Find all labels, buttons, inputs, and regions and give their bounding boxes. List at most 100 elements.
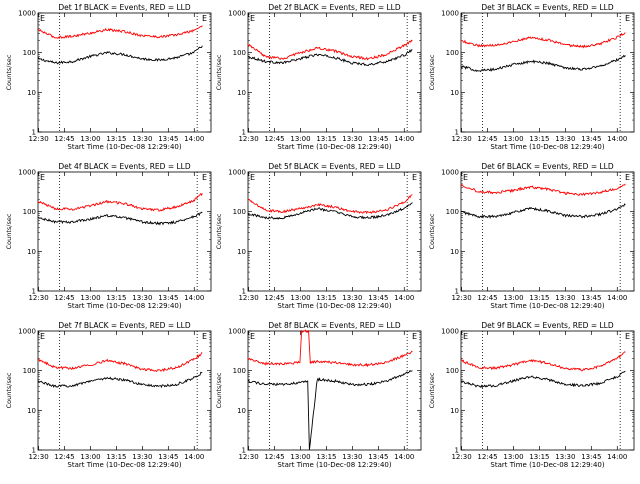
y-tick-label: 1: [242, 129, 246, 137]
series-line-events: [460, 371, 626, 389]
series-line-events: [247, 369, 413, 450]
y-axis-label: Counts/sec: [5, 54, 13, 90]
plot-frame: [460, 12, 635, 133]
x-tick-label: 13:15: [106, 453, 126, 461]
y-tick-label: 1000: [441, 328, 459, 336]
x-tick-label: 13:30: [342, 294, 362, 302]
panel-title: Det 9f BLACK = Events, RED = LLD: [481, 321, 614, 330]
corner-marker: E: [250, 332, 255, 341]
corner-marker: E: [202, 173, 207, 182]
series-line-lld: [460, 351, 626, 372]
x-axis-label: Start Time (10-Dec-08 12:29:40): [490, 461, 604, 469]
y-tick-label: 100: [23, 367, 36, 375]
x-tick-label: 13:45: [581, 135, 601, 143]
series-line-events: [460, 203, 626, 219]
corner-marker: E: [625, 14, 630, 23]
x-tick-label: 13:00: [80, 453, 100, 461]
plot-frame: [247, 12, 422, 133]
x-tick-label: 13:45: [158, 135, 178, 143]
x-tick-label: 13:15: [529, 453, 549, 461]
plot-frame: [247, 330, 422, 451]
corner-marker: E: [463, 332, 468, 341]
y-tick-label: 1000: [18, 10, 36, 18]
series-line-events: [37, 371, 203, 389]
y-tick-label: 10: [27, 407, 36, 415]
y-tick-label: 1: [242, 288, 246, 296]
panel-title: Det 3f BLACK = Events, RED = LLD: [481, 3, 614, 12]
series-line-lld: [37, 352, 203, 373]
x-tick-label: 13:30: [555, 135, 575, 143]
x-axis-label: Start Time (10-Dec-08 12:29:40): [67, 302, 181, 310]
x-tick-label: 12:30: [451, 135, 471, 143]
plot-frame: [460, 171, 635, 292]
panel-title: Det 8f BLACK = Events, RED = LLD: [268, 321, 401, 330]
x-tick-label: 13:30: [342, 453, 362, 461]
x-tick-label: 13:00: [503, 135, 523, 143]
series-line-lld: [460, 183, 626, 197]
y-axis-label: Counts/sec: [215, 213, 223, 249]
x-axis-label: Start Time (10-Dec-08 12:29:40): [277, 461, 391, 469]
plot-frame: [37, 12, 212, 133]
panel-3: Det 3f BLACK = Events, RED = LLD E E 1 10 100…: [428, 3, 635, 151]
x-tick-label: 13:00: [290, 294, 310, 302]
y-tick-label: 10: [27, 248, 36, 256]
x-tick-label: 12:45: [264, 294, 284, 302]
plot-frame: [37, 171, 212, 292]
x-tick-label: 13:00: [80, 294, 100, 302]
corner-marker: E: [250, 173, 255, 182]
y-axis-label: Counts/sec: [215, 54, 223, 90]
series-line-lld: [460, 32, 626, 49]
y-tick-label: 10: [450, 248, 459, 256]
x-tick-label: 12:30: [28, 294, 48, 302]
x-tick-label: 13:00: [290, 453, 310, 461]
y-tick-label: 1000: [18, 328, 36, 336]
x-tick-label: 13:15: [316, 135, 336, 143]
x-tick-label: 13:45: [368, 135, 388, 143]
series-line-lld: [247, 194, 413, 215]
y-axis-label: Counts/sec: [428, 213, 436, 249]
x-tick-label: 13:45: [368, 294, 388, 302]
y-tick-label: 100: [233, 208, 246, 216]
y-axis-label: Counts/sec: [428, 372, 436, 408]
x-tick-label: 13:30: [132, 135, 152, 143]
corner-marker: E: [40, 14, 45, 23]
y-tick-label: 10: [237, 407, 246, 415]
corner-marker: E: [40, 332, 45, 341]
x-tick-label: 14:00: [607, 294, 627, 302]
x-tick-label: 13:45: [158, 294, 178, 302]
y-tick-label: 1: [32, 129, 36, 137]
x-axis-label: Start Time (10-Dec-08 12:29:40): [490, 302, 604, 310]
x-tick-label: 13:15: [529, 135, 549, 143]
x-tick-label: 12:30: [28, 453, 48, 461]
panel-2: Det 2f BLACK = Events, RED = LLD E E 1 10 100…: [215, 3, 422, 151]
x-tick-label: 13:30: [342, 135, 362, 143]
corner-marker: E: [625, 173, 630, 182]
y-tick-label: 1: [455, 288, 459, 296]
y-tick-label: 1: [455, 129, 459, 137]
x-tick-label: 12:30: [451, 453, 471, 461]
x-tick-label: 13:30: [555, 294, 575, 302]
y-tick-label: 1000: [441, 10, 459, 18]
panel-title: Det 6f BLACK = Events, RED = LLD: [481, 162, 614, 171]
x-tick-label: 13:15: [316, 294, 336, 302]
x-tick-label: 14:00: [607, 135, 627, 143]
x-tick-label: 13:00: [290, 135, 310, 143]
x-tick-label: 12:45: [477, 135, 497, 143]
x-axis-label: Start Time (10-Dec-08 12:29:40): [490, 143, 604, 151]
series-line-events: [460, 54, 626, 73]
panel-title: Det 4f BLACK = Events, RED = LLD: [58, 162, 191, 171]
x-tick-label: 12:45: [54, 135, 74, 143]
corner-marker: E: [250, 14, 255, 23]
x-tick-label: 13:30: [132, 294, 152, 302]
series-line-lld: [247, 39, 413, 61]
x-tick-label: 13:45: [158, 453, 178, 461]
y-tick-label: 100: [233, 49, 246, 57]
panel-4: Det 4f BLACK = Events, RED = LLD E E 1 10 100…: [5, 162, 212, 310]
x-tick-label: 13:00: [503, 294, 523, 302]
panel-1: Det 1f BLACK = Events, RED = LLD E E 1 10 100…: [5, 3, 212, 151]
x-tick-label: 14:00: [394, 135, 414, 143]
y-tick-label: 1: [32, 288, 36, 296]
corner-marker: E: [463, 14, 468, 23]
